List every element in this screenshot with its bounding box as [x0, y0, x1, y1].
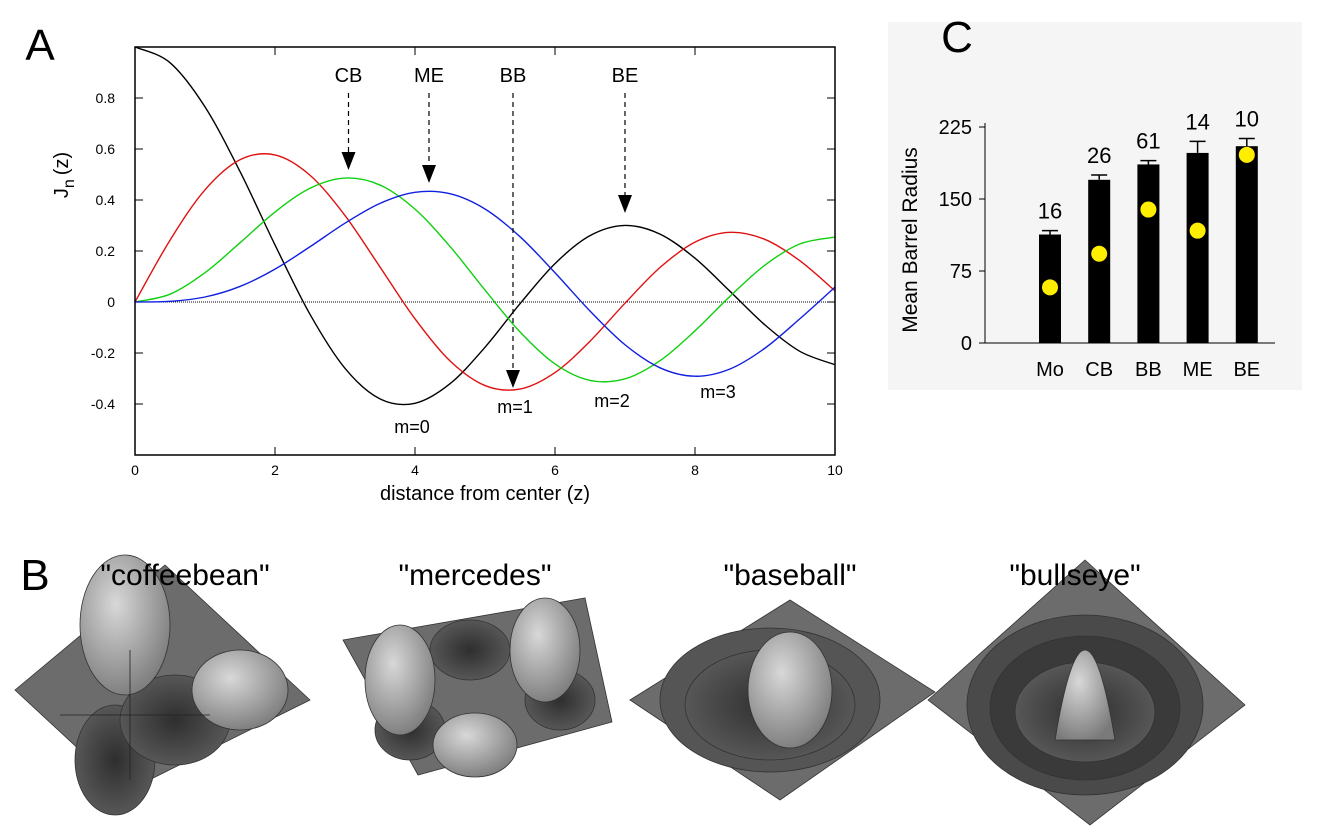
shape-title: "baseball" [723, 559, 856, 592]
x-tick-label: 6 [551, 462, 559, 478]
dot [1091, 245, 1108, 262]
baseball-surface [629, 599, 936, 801]
y-tick-label: -0.2 [91, 345, 115, 361]
error-bar [1042, 229, 1058, 235]
y-tick-label: 150 [939, 189, 972, 211]
x-axis-label: distance from center (z) [380, 483, 590, 505]
series-line [134, 46, 836, 406]
x-tick-label: 4 [411, 462, 419, 478]
annotation-label: CB [335, 65, 363, 87]
y-tick-label: -0.4 [91, 396, 115, 412]
series-line [134, 177, 836, 383]
y-tick-label: 0.6 [96, 141, 116, 157]
y-tick-label: 225 [939, 117, 972, 139]
y-tick-label: 0 [107, 294, 115, 310]
dot [1189, 222, 1206, 239]
dot [1140, 201, 1157, 218]
dot [1042, 279, 1058, 296]
y-label-main: J [51, 188, 73, 198]
shape-title: "mercedes" [398, 559, 551, 592]
shape-title: "coffeebean" [100, 559, 269, 592]
count-label: 10 [1235, 107, 1259, 132]
mercedes-surface [342, 597, 613, 778]
annotation-label: BB [500, 65, 527, 87]
error-bar [1189, 140, 1206, 153]
x-tick-label: Mo [1036, 359, 1064, 381]
error-bar [1140, 159, 1157, 165]
series-line [134, 190, 836, 377]
x-tick-label: 0 [131, 462, 139, 478]
series-label: m=2 [594, 391, 630, 411]
x-tick-label: CB [1085, 359, 1113, 381]
panel-label: A [25, 21, 55, 70]
y-label-sub: n [61, 179, 78, 188]
y-tick-label: 75 [950, 261, 972, 283]
x-tick-label: 8 [691, 462, 699, 478]
y-axis-label: Mean Barrel Radius [899, 147, 922, 333]
count-label: 61 [1136, 129, 1160, 154]
panel-label: C [941, 13, 973, 62]
bullseye-surface [927, 559, 1246, 826]
shape-title: "bullseye" [1009, 559, 1140, 592]
count-label: 14 [1185, 109, 1209, 134]
series-label: m=1 [497, 397, 533, 417]
y-tick-label: 0.2 [96, 243, 116, 259]
x-tick-label: BB [1135, 359, 1162, 381]
plot-frame [134, 46, 836, 456]
dot [1238, 146, 1255, 163]
x-tick-label: 2 [271, 462, 279, 478]
bar [1235, 146, 1258, 343]
error-bar [1091, 174, 1108, 180]
coffeebean-surface [14, 554, 311, 816]
y-axis-label: Jn (z) [51, 152, 78, 198]
annotation-label: BE [612, 65, 639, 87]
bar [1137, 164, 1160, 343]
x-tick-label: 10 [827, 462, 843, 478]
y-label-suffix: (z) [51, 152, 73, 175]
arrow-head [422, 165, 436, 183]
panel-label: B [20, 551, 49, 600]
bar [1186, 152, 1209, 343]
series-label: m=3 [700, 382, 736, 402]
y-tick-label: 0.4 [96, 192, 116, 208]
series-line [134, 153, 836, 391]
arrow-head [341, 152, 356, 170]
annotation-label: ME [414, 65, 444, 87]
arrow-head [506, 370, 520, 388]
count-label: 26 [1087, 143, 1111, 168]
x-tick-label: BE [1233, 359, 1260, 381]
x-tick-label: ME [1183, 359, 1213, 381]
y-tick-label: 0 [961, 333, 972, 355]
series-label: m=0 [394, 417, 430, 437]
y-tick-label: 0.8 [96, 90, 116, 106]
error-bar [1238, 137, 1255, 147]
arrow-head [618, 195, 632, 213]
count-label: 16 [1038, 199, 1062, 224]
